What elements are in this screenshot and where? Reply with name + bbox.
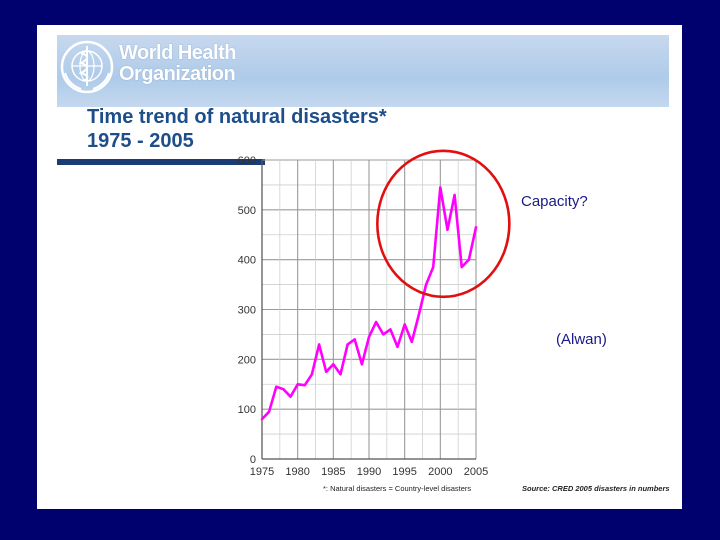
data-point: [439, 186, 442, 189]
data-point: [275, 385, 278, 388]
y-tick-label: 400: [238, 255, 256, 267]
x-tick-label: 1975: [250, 466, 274, 478]
x-tick-label: 1985: [321, 466, 345, 478]
chart-series: [260, 186, 478, 421]
x-tick-label: 1995: [392, 466, 416, 478]
data-point: [303, 384, 306, 387]
title-line2: 1975 - 2005: [87, 130, 194, 152]
data-point: [353, 338, 356, 341]
data-point: [467, 258, 470, 261]
data-point: [346, 343, 349, 346]
data-point: [296, 383, 299, 386]
title-line1: Time trend of natural disasters*: [87, 106, 387, 128]
data-point: [460, 266, 463, 269]
data-point: [368, 336, 370, 338]
data-point: [339, 373, 342, 376]
data-point: [425, 283, 427, 286]
chart-source: Source: CRED 2005 disasters in numbers: [522, 484, 670, 493]
data-point: [396, 345, 399, 348]
chart-highlight: [376, 149, 511, 299]
data-point: [432, 266, 435, 269]
header-band: [57, 35, 669, 107]
data-point: [389, 328, 392, 331]
disasters-line-chart: 0 100 200 300 400 500 600 1975 1980 1985 1990 1995 2…: [238, 149, 511, 478]
data-point: [382, 333, 385, 336]
chart-tick-labels: 0 100 200 300 400 500 600 1975 1980 1985 1990 1995 2…: [238, 155, 489, 478]
highlight-circle: [376, 149, 511, 299]
data-point: [360, 363, 363, 366]
data-point: [311, 373, 313, 376]
data-point: [453, 193, 456, 196]
organization-name: World Health Organization: [119, 43, 236, 85]
data-point: [332, 363, 335, 366]
data-point: [375, 321, 378, 323]
x-tick-label: 1990: [357, 466, 381, 478]
y-tick-label: 100: [238, 404, 256, 416]
data-point: [475, 226, 477, 229]
x-tick-label: 1980: [285, 466, 309, 478]
data-point: [318, 343, 320, 346]
y-tick-label: 0: [250, 454, 256, 466]
who-emblem-icon: [60, 40, 114, 94]
org-name-line2: Organization: [119, 63, 236, 85]
data-point: [325, 370, 328, 373]
slide-title: Time trend of natural disasters* 1975 - …: [87, 105, 387, 153]
author-annotation: (Alwan): [556, 331, 607, 348]
chart-axes: [261, 160, 476, 460]
capacity-annotation: Capacity?: [521, 193, 588, 210]
data-point: [403, 323, 406, 326]
data-point: [289, 395, 292, 398]
y-tick-label: 200: [238, 354, 256, 366]
org-name-line1: World Health: [119, 42, 236, 64]
y-tick-label: 600: [238, 155, 256, 167]
data-point: [418, 313, 420, 316]
title-rule: [57, 159, 265, 165]
x-tick-label: 2005: [464, 466, 488, 478]
y-tick-label: 500: [238, 205, 256, 217]
y-tick-label: 300: [238, 305, 256, 317]
data-point: [282, 388, 285, 391]
x-tick-label: 2000: [428, 466, 452, 478]
slide: World Health Organization Time trend of …: [37, 25, 682, 509]
chart-footnote: *: Natural disasters = Country-level dis…: [323, 484, 472, 493]
data-point: [410, 340, 413, 343]
data-point: [268, 410, 271, 413]
data-point: [446, 228, 449, 231]
data-point: [261, 418, 263, 421]
